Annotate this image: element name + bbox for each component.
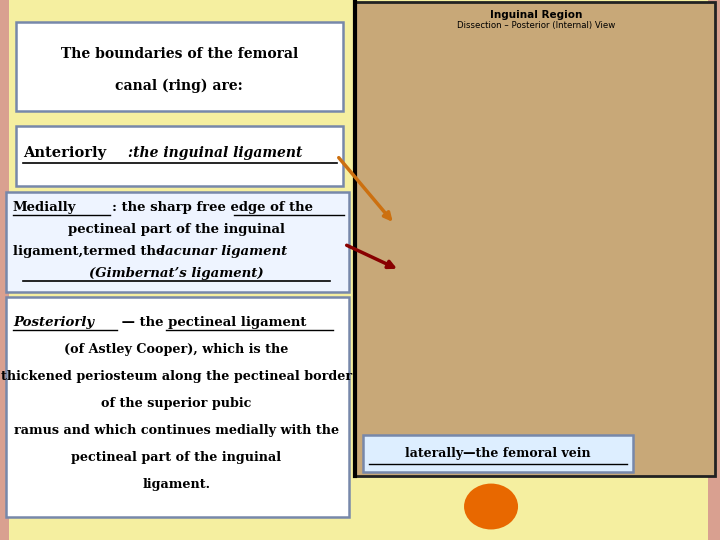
- Text: — the pectineal ligament: — the pectineal ligament: [117, 316, 306, 329]
- FancyBboxPatch shape: [16, 22, 343, 111]
- Text: pectineal part of the inguinal: pectineal part of the inguinal: [71, 451, 282, 464]
- Text: Inguinal Region: Inguinal Region: [490, 10, 582, 20]
- Text: laterally—the femoral vein: laterally—the femoral vein: [405, 447, 590, 460]
- Text: Posteriorly: Posteriorly: [13, 316, 94, 329]
- Text: Anteriorly: Anteriorly: [23, 146, 106, 160]
- Text: pectineal part of the inguinal: pectineal part of the inguinal: [68, 223, 285, 236]
- Text: ramus and which continues medially with the: ramus and which continues medially with …: [14, 424, 339, 437]
- Text: : the sharp free edge of the: : the sharp free edge of the: [112, 201, 312, 214]
- Text: The boundaries of the femoral: The boundaries of the femoral: [60, 46, 298, 60]
- Text: thickened periosteum along the pectineal border: thickened periosteum along the pectineal…: [1, 370, 352, 383]
- FancyBboxPatch shape: [6, 297, 349, 517]
- FancyBboxPatch shape: [363, 435, 633, 472]
- Text: ligament.: ligament.: [143, 478, 210, 491]
- Text: (Gimbernat’s ligament): (Gimbernat’s ligament): [89, 267, 264, 280]
- Text: of the superior pubic: of the superior pubic: [102, 397, 251, 410]
- FancyBboxPatch shape: [0, 0, 9, 540]
- Text: lacunar ligament: lacunar ligament: [160, 245, 287, 258]
- FancyBboxPatch shape: [16, 126, 343, 186]
- FancyBboxPatch shape: [708, 0, 720, 540]
- FancyBboxPatch shape: [355, 2, 715, 476]
- Ellipse shape: [464, 484, 518, 529]
- Text: Dissection – Posterior (Internal) View: Dissection – Posterior (Internal) View: [457, 22, 616, 30]
- Text: Medially: Medially: [13, 201, 76, 214]
- Text: ligament,termed the: ligament,termed the: [13, 245, 169, 258]
- Text: canal (ring) are:: canal (ring) are:: [115, 78, 243, 93]
- FancyBboxPatch shape: [6, 192, 349, 292]
- Text: :the inguinal ligament: :the inguinal ligament: [128, 146, 302, 160]
- Text: (of Astley Cooper), which is the: (of Astley Cooper), which is the: [64, 343, 289, 356]
